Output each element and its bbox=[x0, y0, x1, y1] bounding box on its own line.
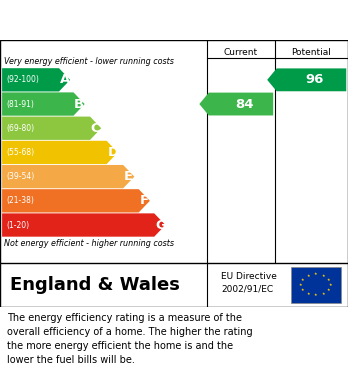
Text: B: B bbox=[74, 97, 84, 111]
Text: ★: ★ bbox=[329, 283, 333, 287]
Text: E: E bbox=[124, 170, 133, 183]
Text: (69-80): (69-80) bbox=[6, 124, 34, 133]
Text: (21-38): (21-38) bbox=[6, 196, 34, 205]
Text: ★: ★ bbox=[307, 292, 310, 296]
Text: Current: Current bbox=[224, 48, 258, 57]
Text: G: G bbox=[155, 219, 166, 231]
Polygon shape bbox=[2, 141, 118, 164]
Text: F: F bbox=[140, 194, 149, 207]
Text: (55-68): (55-68) bbox=[6, 148, 34, 157]
Text: England & Wales: England & Wales bbox=[10, 276, 180, 294]
Text: ★: ★ bbox=[301, 288, 304, 292]
Polygon shape bbox=[2, 117, 101, 140]
Text: ★: ★ bbox=[307, 274, 310, 278]
Text: Not energy efficient - higher running costs: Not energy efficient - higher running co… bbox=[4, 239, 174, 248]
Text: Energy Efficiency Rating: Energy Efficiency Rating bbox=[10, 13, 232, 28]
Text: C: C bbox=[91, 122, 100, 135]
Polygon shape bbox=[2, 68, 70, 91]
Text: D: D bbox=[107, 146, 118, 159]
Polygon shape bbox=[2, 165, 134, 188]
Text: (81-91): (81-91) bbox=[6, 100, 34, 109]
Text: ★: ★ bbox=[299, 283, 302, 287]
Text: ★: ★ bbox=[327, 288, 331, 292]
Text: ★: ★ bbox=[314, 294, 318, 298]
Text: A: A bbox=[60, 74, 70, 86]
Text: (39-54): (39-54) bbox=[6, 172, 34, 181]
Polygon shape bbox=[2, 92, 85, 116]
Bar bbox=[291, 267, 341, 303]
Polygon shape bbox=[2, 213, 165, 237]
Text: (1-20): (1-20) bbox=[6, 221, 29, 230]
Polygon shape bbox=[199, 93, 273, 115]
Text: EU Directive
2002/91/EC: EU Directive 2002/91/EC bbox=[221, 272, 277, 293]
Text: (92-100): (92-100) bbox=[6, 75, 39, 84]
Text: ★: ★ bbox=[327, 278, 331, 282]
Text: ★: ★ bbox=[322, 274, 325, 278]
Text: The energy efficiency rating is a measure of the
overall efficiency of a home. T: The energy efficiency rating is a measur… bbox=[7, 313, 253, 365]
Text: 96: 96 bbox=[306, 74, 324, 86]
Polygon shape bbox=[2, 189, 150, 212]
Text: ★: ★ bbox=[301, 278, 304, 282]
Text: Very energy efficient - lower running costs: Very energy efficient - lower running co… bbox=[4, 57, 174, 66]
Text: 84: 84 bbox=[235, 97, 254, 111]
Text: Potential: Potential bbox=[292, 48, 331, 57]
Text: ★: ★ bbox=[322, 292, 325, 296]
Text: ★: ★ bbox=[314, 272, 318, 276]
Polygon shape bbox=[267, 68, 346, 91]
